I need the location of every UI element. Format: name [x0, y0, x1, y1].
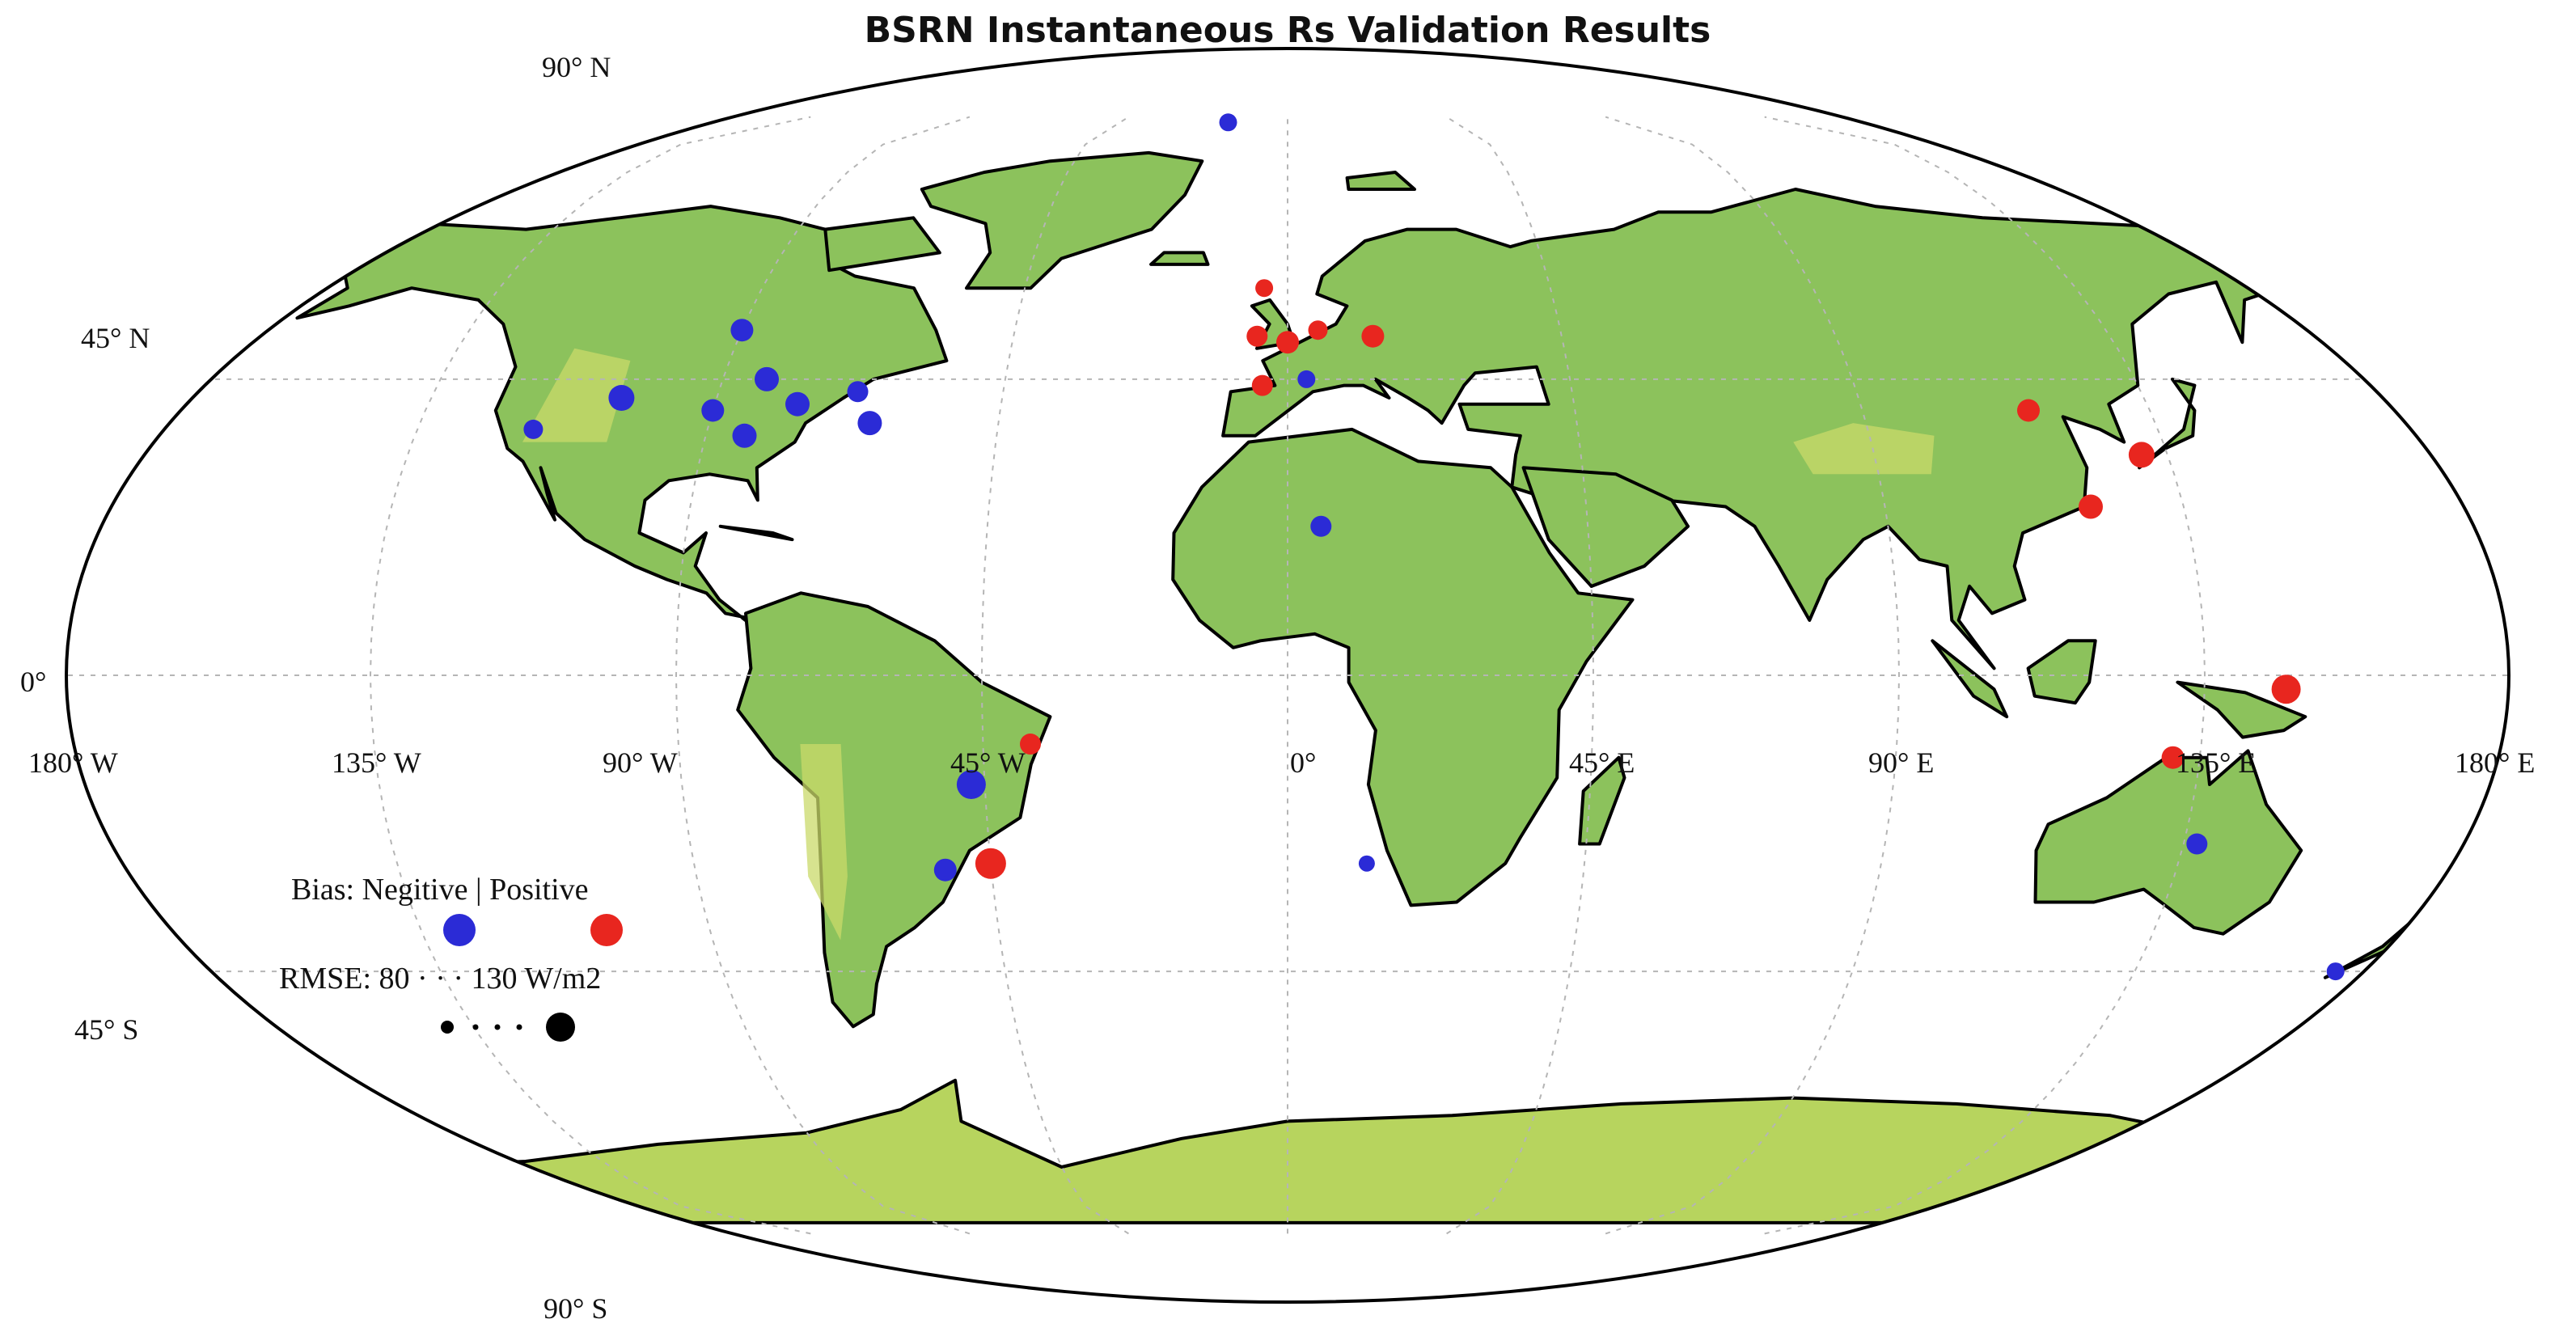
- station-marker-positive: [2128, 442, 2155, 468]
- land-north-america: [295, 205, 949, 622]
- station-marker-negative: [1219, 113, 1237, 132]
- lat-label-90n: 90° N: [542, 51, 611, 83]
- station-marker-positive: [1255, 279, 1274, 298]
- highland-shade: [1793, 423, 1935, 475]
- station-marker-negative: [857, 411, 882, 436]
- station-marker-negative: [933, 858, 957, 882]
- station-marker-positive: [1361, 324, 1385, 348]
- lon-label-45e: 45° E: [1569, 746, 1635, 779]
- land-australia: [2033, 749, 2303, 936]
- map-title: BSRN Instantaneous Rs Validation Results: [865, 10, 1711, 51]
- lat-label-45s: 45° S: [74, 1013, 138, 1046]
- station-layer: [523, 113, 2345, 981]
- lat-label-90s: 90° S: [544, 1292, 607, 1325]
- land-africa: [1171, 427, 1635, 907]
- station-marker-positive: [1246, 325, 1268, 347]
- land-borneo: [2026, 639, 2097, 705]
- legend-rmse-min-marker: [441, 1021, 454, 1034]
- station-marker-positive: [1276, 331, 1299, 354]
- graticule: [66, 116, 2509, 1235]
- meridian-line: [1764, 116, 2206, 1235]
- land-svalbard: [1345, 171, 1416, 191]
- land-greenland: [920, 150, 1204, 290]
- lon-label-90w: 90° W: [603, 746, 678, 779]
- land-arabia-india-fill: [1521, 466, 1690, 588]
- station-marker-negative: [847, 381, 869, 403]
- land-japan: [2138, 377, 2197, 470]
- station-marker-negative: [1310, 515, 1332, 537]
- highland-shade: [800, 744, 848, 941]
- legend-negative-marker: [443, 914, 476, 946]
- station-marker-positive: [1308, 320, 1328, 340]
- station-marker-positive: [2271, 674, 2301, 704]
- station-marker-negative: [523, 419, 544, 439]
- legend-rmse-dot: [472, 1024, 479, 1030]
- land-iceland: [1149, 251, 1210, 266]
- station-marker-negative: [2186, 833, 2208, 855]
- station-marker-negative: [701, 399, 725, 422]
- land-cuba: [718, 524, 794, 542]
- station-marker-negative: [1358, 855, 1375, 872]
- legend-bias-text: Bias: Negitive | Positive: [291, 873, 589, 907]
- land-new-guinea: [2176, 680, 2307, 739]
- station-marker-positive: [975, 848, 1006, 879]
- station-marker-negative: [608, 385, 635, 411]
- meridian-line: [675, 116, 971, 1235]
- station-marker-positive: [2161, 746, 2185, 769]
- legend-rmse-dot: [494, 1024, 501, 1030]
- legend-rmse-text: RMSE: 80 · · · 130 W/m2: [279, 962, 601, 996]
- station-marker-negative: [2326, 962, 2345, 981]
- meridian-line: [1446, 116, 1595, 1235]
- legend-positive-marker: [590, 914, 623, 946]
- station-marker-positive: [2017, 399, 2040, 422]
- station-marker-negative: [732, 423, 757, 448]
- lon-label-90e: 90° E: [1868, 746, 1934, 779]
- station-marker-positive: [1020, 734, 1041, 755]
- meridian-line: [1605, 116, 1901, 1235]
- lon-label-0: 0°: [1290, 746, 1316, 779]
- station-marker-positive: [2079, 494, 2103, 519]
- meridian-line: [369, 116, 811, 1235]
- meridian-line: [980, 116, 1129, 1235]
- highland-shade: [522, 348, 631, 442]
- station-marker-negative: [755, 366, 779, 391]
- station-marker-negative: [785, 391, 810, 417]
- globe-border: [65, 47, 2510, 1304]
- lon-label-135e: 135° E: [2176, 746, 2256, 779]
- lon-label-45w: 45° W: [950, 746, 1026, 779]
- land-layer: [295, 150, 2434, 1224]
- legend-rmse-dot: [516, 1024, 522, 1030]
- lon-label-135w: 135° W: [332, 746, 421, 779]
- lon-label-180w: 180° W: [28, 746, 118, 779]
- land-sumatra: [1931, 639, 2009, 719]
- land-eurasia: [1221, 188, 2314, 670]
- land-madagascar: [1578, 755, 1626, 846]
- station-marker-negative: [956, 770, 986, 799]
- station-marker-positive: [1251, 374, 1273, 396]
- station-marker-negative: [1297, 370, 1316, 388]
- station-marker-negative: [730, 319, 754, 342]
- lat-label-45n: 45° N: [81, 322, 150, 354]
- land-baffin: [823, 216, 941, 273]
- lat-label-0: 0°: [20, 666, 46, 698]
- lon-label-180e: 180° E: [2455, 746, 2535, 779]
- legend: Bias: Negitive | Positive RMSE: 80 · · ·…: [279, 873, 623, 1042]
- legend-rmse-max-marker: [546, 1013, 575, 1042]
